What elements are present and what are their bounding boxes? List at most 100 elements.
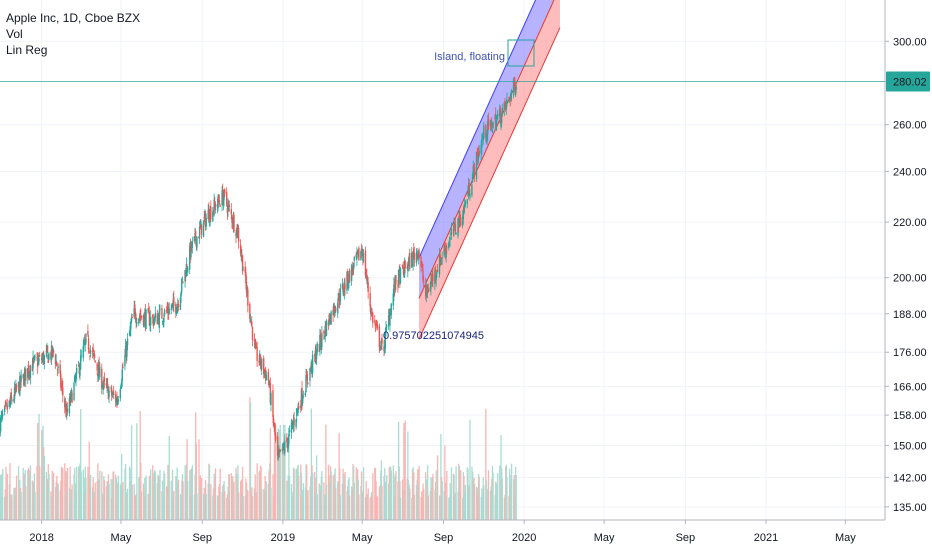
- volume-bar: [96, 481, 98, 520]
- candle-body: [133, 307, 135, 317]
- volume-bar: [318, 483, 320, 520]
- candle-body: [381, 337, 383, 344]
- volume-bar: [453, 474, 455, 520]
- volume-bar: [295, 468, 297, 520]
- candle-body: [10, 392, 12, 399]
- candle-body: [407, 260, 410, 266]
- volume-bar: [158, 478, 160, 520]
- candle-body: [348, 270, 351, 283]
- volume-bar: [191, 465, 194, 520]
- volume-bar: [361, 492, 363, 520]
- legend-linreg[interactable]: Lin Reg: [6, 43, 48, 57]
- candle-body: [446, 247, 448, 249]
- volume-bar: [314, 471, 316, 520]
- volume-bar: [491, 465, 494, 520]
- volume-bar: [372, 473, 374, 520]
- volume-bar: [39, 466, 41, 520]
- volume-bar: [103, 476, 105, 520]
- candle-body: [259, 354, 262, 366]
- volume-bar: [407, 480, 410, 520]
- volume-bar: [43, 456, 45, 520]
- candlestick-series: [0, 76, 517, 461]
- price-axis[interactable]: 135.00 142.00 150.00 158.00 166.00 176.00 188.…: [884, 0, 932, 550]
- volume-bar: [370, 492, 373, 520]
- volume-bar: [112, 471, 114, 520]
- time-axis[interactable]: 2018 May Sep 2019 May Sep 2020 May Sep 2021 May: [0, 519, 932, 550]
- candle-body: [185, 263, 188, 277]
- candle-body: [0, 417, 2, 432]
- candle-body: [158, 310, 160, 328]
- candle-body: [80, 355, 82, 357]
- volume-bar: [389, 491, 391, 520]
- candle-body: [37, 358, 40, 365]
- volume-bar: [166, 486, 168, 520]
- volume-bar: [245, 478, 247, 520]
- candle-body: [407, 267, 409, 271]
- volume-bar: [398, 466, 400, 520]
- volume-bar: [78, 468, 81, 520]
- candle-body: [99, 366, 101, 378]
- volume-bar: [106, 481, 108, 520]
- volume-bar: [311, 465, 313, 520]
- price-axis-background: [885, 0, 932, 550]
- volume-bar: [111, 497, 113, 520]
- volume-bar: [212, 488, 215, 520]
- volume-bar: [265, 492, 267, 520]
- volume-bar: [216, 495, 219, 520]
- lin-reg-upper-line: [418, 0, 537, 258]
- lin-reg-lower-band: [419, 0, 560, 340]
- candle-body: [64, 404, 67, 406]
- volume-bar: [298, 475, 300, 520]
- volume-bar: [383, 476, 385, 520]
- lin-reg-channel[interactable]: [418, 0, 561, 340]
- volume-bar: [68, 488, 71, 520]
- volume-bar: [251, 495, 254, 520]
- candle-body: [198, 226, 201, 238]
- volume-bar: [418, 465, 420, 520]
- candle-body: [468, 184, 470, 195]
- volume-bar: [356, 472, 358, 520]
- volume-bar: [346, 490, 348, 520]
- volume-bar: [6, 496, 8, 520]
- candle-body: [203, 217, 205, 219]
- volume-bar: [92, 477, 94, 520]
- candle-body: [510, 93, 512, 99]
- lin-reg-lower-line: [418, 27, 561, 340]
- volume-bar: [32, 481, 34, 520]
- candle-body: [420, 257, 422, 267]
- legend-symbol[interactable]: Apple Inc, 1D, Cboe BZX: [6, 11, 141, 25]
- volume-bar: [332, 475, 334, 520]
- volume-bar: [13, 487, 15, 520]
- volume-bar: [284, 425, 286, 520]
- volume-bar: [231, 485, 233, 520]
- volume-bar: [23, 474, 25, 520]
- volume-bar: [184, 465, 186, 520]
- volume-bar: [471, 466, 473, 520]
- volume-bar: [464, 484, 467, 520]
- legend-volume[interactable]: Vol: [6, 27, 23, 41]
- island-annotation[interactable]: Island, floating: [434, 39, 535, 67]
- volume-bar: [360, 485, 362, 520]
- volume-bar: [233, 481, 235, 520]
- volume-bar: [64, 492, 67, 520]
- price-tick-label: 200.00: [893, 273, 927, 285]
- candle-body: [254, 343, 256, 347]
- volume-bar: [156, 483, 159, 520]
- candle-body: [249, 318, 252, 323]
- volume-bar: [126, 491, 128, 520]
- candle-body: [3, 406, 6, 412]
- volume-bar: [267, 484, 270, 520]
- candle-body: [362, 253, 365, 262]
- volume-bar: [443, 491, 445, 520]
- volume-bar: [409, 488, 411, 520]
- candle-body: [418, 249, 420, 258]
- volume-bar: [300, 464, 302, 520]
- island-box[interactable]: [507, 39, 535, 67]
- candle-body: [430, 280, 432, 289]
- candle-body: [422, 281, 425, 283]
- volume-bar: [466, 467, 468, 520]
- candle-body: [334, 310, 336, 313]
- volume-bar: [120, 483, 122, 520]
- volume-bar: [429, 490, 431, 520]
